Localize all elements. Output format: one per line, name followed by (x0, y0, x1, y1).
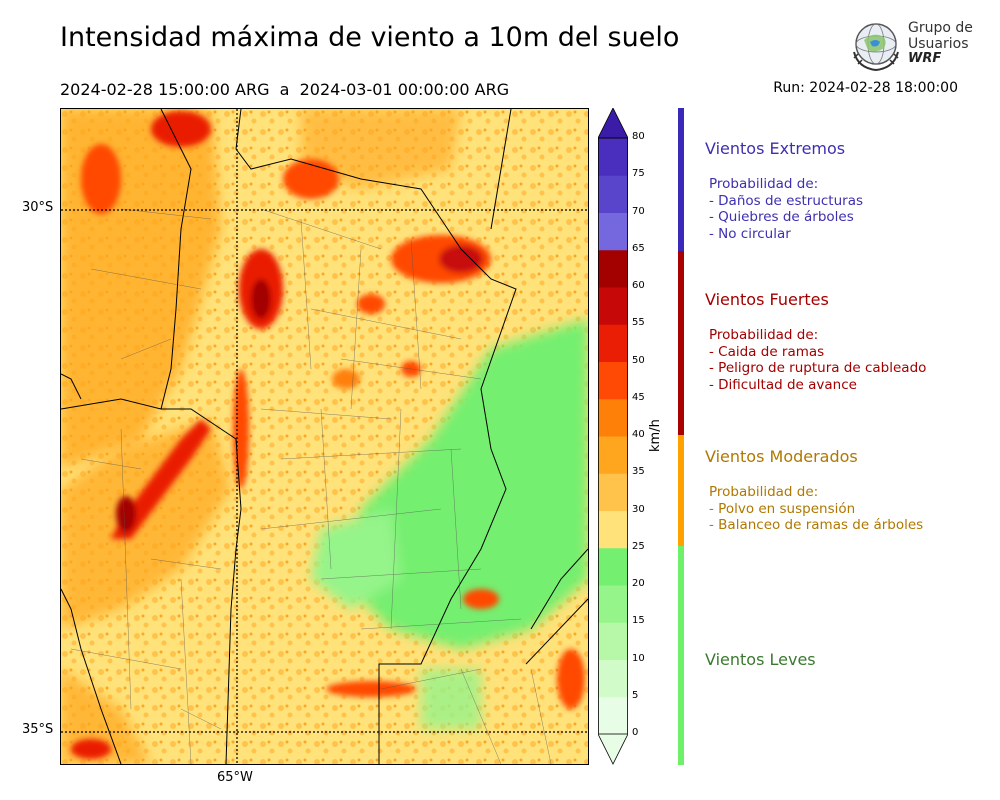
bar-moderados (678, 435, 684, 546)
colorbar-tick-label: 5 (632, 689, 639, 701)
colorbar-tick-label: 10 (632, 652, 645, 664)
desc-line: - Dificultad de avance (709, 376, 857, 393)
desc-line: - Peligro de ruptura de cableado (709, 360, 927, 376)
desc-line: Probabilidad de: (709, 176, 819, 192)
colorbar-tick-label: 65 (632, 242, 645, 254)
colorbar-segment (598, 287, 628, 325)
desc-line: Probabilidad de: (709, 484, 819, 500)
colorbar-tick-label: 25 (632, 540, 645, 552)
wind-speed-colorbar (598, 108, 628, 765)
colorbar-segment (598, 696, 628, 735)
colorbar-unit: km/h (648, 419, 663, 452)
colorbar-tick-label: 75 (632, 168, 645, 180)
desc-line: - Quiebres de árboles (709, 209, 854, 225)
category-title: Vientos Moderados (705, 447, 858, 466)
grupo-wrf-logo: Grupo de Usuarios WRF (848, 16, 978, 74)
colorbar-tick-label: 50 (632, 354, 645, 366)
colorbar-segment (598, 361, 628, 400)
desc-line: - Polvo en suspensión (709, 500, 856, 517)
logo-line-2: Usuarios (908, 36, 969, 52)
map-title: Intensidad máxima de viento a 10m del su… (60, 22, 680, 53)
colorbar-tick-label: 60 (632, 280, 645, 291)
category-description: Probabilidad de: - Polvo en suspensión -… (709, 484, 995, 534)
colorbar-segment (598, 510, 628, 549)
category-title: Vientos Extremos (705, 139, 846, 158)
lat-label-30s: 30°S (22, 200, 54, 215)
colorbar-tick-label: 20 (632, 578, 645, 589)
colorbar-tick-label: 30 (632, 503, 645, 515)
category-description: Probabilidad de: - Daños de estructuras … (709, 176, 995, 242)
colorbar-tick-label: 15 (632, 615, 645, 627)
logo-line-1: Grupo de (908, 20, 973, 36)
colorbar-tick-label: 40 (632, 429, 645, 440)
colorbar-tick-label: 55 (632, 317, 645, 329)
colorbar-segment (598, 212, 628, 251)
colorbar-segment (598, 249, 628, 288)
logo-line-3: WRF (908, 51, 942, 66)
colorbar-tick-label: 35 (632, 466, 645, 478)
bar-leves (678, 546, 684, 765)
colorbar-tick-label: 45 (632, 391, 645, 403)
category-leves: Vientos Leves (705, 650, 995, 669)
desc-line: Probabilidad de: (709, 327, 819, 343)
colorbar-segment (598, 175, 628, 213)
map-canvas (60, 108, 589, 765)
colorbar-tick-label: 0 (632, 727, 639, 738)
colorbar-outline (598, 137, 628, 735)
category-fuertes: Vientos Fuertes Probabilidad de: - Caida… (705, 290, 995, 393)
colorbar-segment (598, 398, 628, 437)
desc-line: - Caida de ramas (709, 343, 825, 360)
category-title: Vientos Leves (705, 650, 816, 669)
bar-extremos (678, 108, 684, 251)
desc-line: - Daños de estructuras (709, 192, 864, 209)
desc-line: - Balanceo de ramas de árboles (709, 517, 924, 533)
colorbar-segment (598, 547, 628, 586)
run-timestamp: Run: 2024-02-28 18:00:00 (773, 80, 958, 96)
colorbar-segment (598, 659, 628, 698)
colorbar-segment (598, 138, 628, 176)
bar-fuertes (678, 251, 684, 435)
colorbar-segment (598, 473, 628, 511)
forecast-period: 2024-02-28 15:00:00 ARG a 2024-03-01 00:… (60, 80, 510, 99)
category-title: Vientos Fuertes (705, 290, 829, 309)
colorbar-segment (598, 622, 628, 660)
lat-label-35s: 35°S (22, 722, 54, 737)
colorbar-segment (598, 324, 628, 362)
colorbar-max-extension (598, 108, 628, 139)
category-extremos: Vientos Extremos Probabilidad de: - Daño… (705, 139, 995, 242)
wind-intensity-map (60, 108, 589, 765)
colorbar-segment (598, 436, 628, 474)
colorbar-min-extension (598, 733, 628, 765)
colorbar-segment (598, 585, 628, 623)
colorbar-tick-label: 80 (632, 131, 645, 142)
category-moderados: Vientos Moderados Probabilidad de: - Pol… (705, 447, 995, 534)
globe-logo-icon (853, 23, 899, 72)
lon-label-65w: 65°W (217, 770, 253, 785)
colorbar-tick-label: 70 (632, 205, 645, 217)
category-description: Probabilidad de: - Caida de ramas - Peli… (709, 327, 995, 393)
desc-line: - No circular (709, 225, 791, 242)
